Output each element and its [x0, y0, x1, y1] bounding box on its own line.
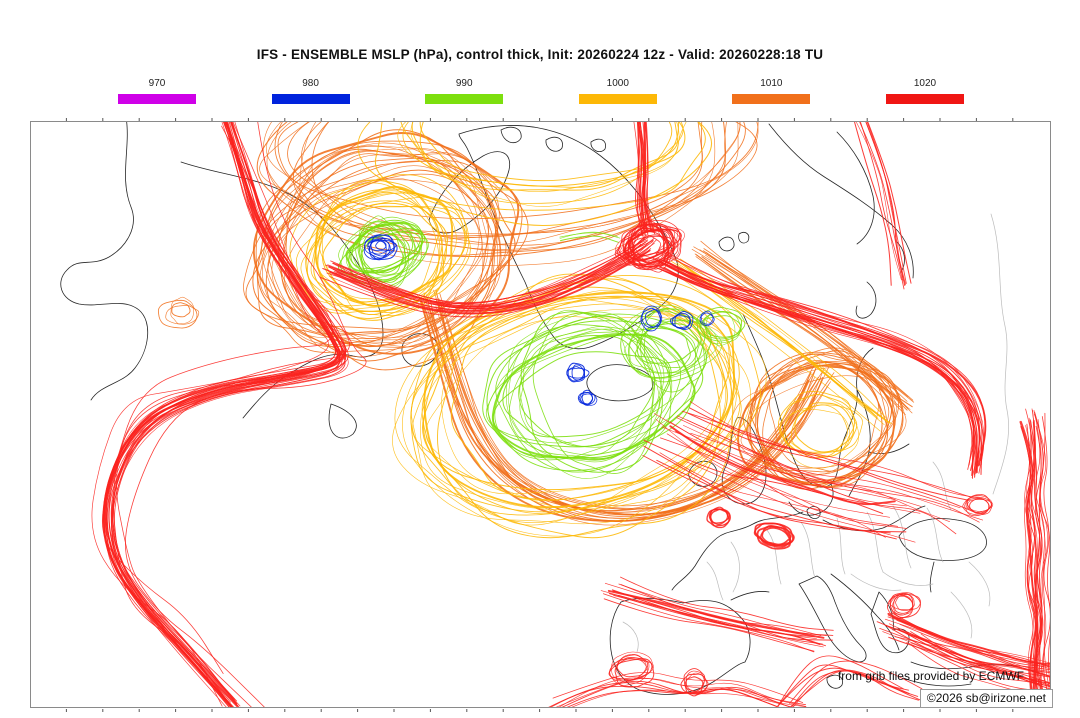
legend: 970 980 990 1000 1010 1020 [118, 78, 964, 104]
legend-color-bar [118, 94, 196, 104]
legend-color-bar [732, 94, 811, 104]
legend-label: 970 [148, 78, 166, 89]
map-canvas: from grib files provided by ECMWF ©2026 … [30, 121, 1053, 708]
legend-item-970: 970 [118, 78, 196, 104]
legend-item-1020: 1020 [885, 78, 964, 104]
legend-color-bar [578, 94, 657, 104]
legend-label: 990 [455, 78, 473, 89]
legend-color-bar [425, 94, 504, 104]
legend-label: 1020 [913, 78, 937, 89]
legend-label: 1000 [606, 78, 629, 89]
frame-ticks-top [65, 118, 1014, 121]
legend-item-1000: 1000 [578, 78, 657, 104]
legend-item-990: 990 [425, 78, 504, 104]
chart-title: IFS - ENSEMBLE MSLP (hPa), control thick… [256, 47, 824, 62]
frame-ticks-bottom [65, 709, 1014, 712]
legend-label: 980 [302, 78, 319, 89]
ensemble-contour-svg [60, 122, 1050, 707]
legend-color-bar [885, 94, 964, 104]
legend-item-1010: 1010 [732, 78, 811, 104]
attribution-ecmwf: from grib files provided by ECMWF [837, 669, 1024, 683]
legend-label: 1010 [760, 78, 783, 89]
attribution-copyright: ©2026 sb@irizone.net [919, 689, 1053, 708]
legend-color-bar [271, 94, 350, 104]
legend-item-980: 980 [271, 78, 350, 104]
